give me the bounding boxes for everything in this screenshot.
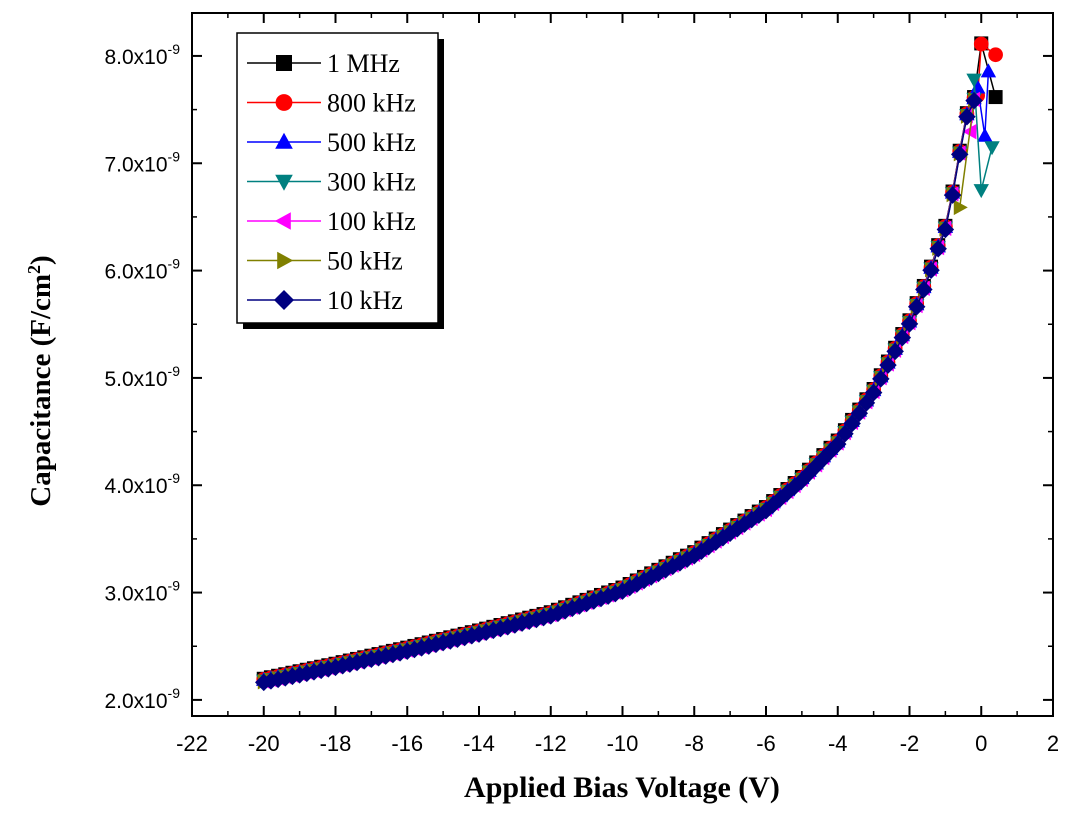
data-point [943, 186, 962, 204]
x-tick-label: 0 [975, 731, 987, 756]
data-point [900, 315, 919, 333]
x-tick-label: -10 [607, 731, 639, 756]
x-tick-label: -8 [684, 731, 704, 756]
marks-layer [255, 36, 1003, 692]
legend-marker [275, 174, 293, 191]
data-point [936, 220, 955, 239]
legend-marker [275, 94, 293, 111]
legend-marker [275, 132, 293, 149]
data-point [886, 342, 904, 361]
x-tick-label: -12 [535, 731, 567, 756]
legend-marker [276, 55, 292, 71]
data-point [872, 370, 890, 388]
legend-item: 1 MHz [247, 49, 400, 78]
data-point [977, 127, 993, 142]
legend-marker [277, 251, 294, 270]
data-point [879, 356, 897, 374]
legend-item: 500 kHz [247, 128, 416, 157]
x-tick-label: -22 [176, 731, 208, 756]
legend-label: 100 kHz [327, 207, 416, 236]
legend-item: 10 kHz [247, 286, 403, 315]
y-tick-label: 2.0x10-9 [104, 685, 180, 713]
legend-marker [274, 212, 291, 230]
axis-layer: -22 -20 -18 -16 -14 -12 -10 -8 -6 -4 -2 0 22.0x10-93… [104, 13, 1059, 756]
y-tick-label: 8.0x10-9 [104, 41, 180, 69]
legend-item: 800 kHz [247, 89, 416, 118]
data-point [915, 280, 933, 299]
x-tick-label: -4 [828, 731, 848, 756]
legend-item: 100 kHz [247, 207, 416, 236]
data-point [984, 141, 1000, 156]
x-tick-label: -2 [900, 731, 920, 756]
data-point [988, 90, 1003, 105]
data-point [966, 73, 982, 88]
data-point [973, 184, 989, 199]
data-point [893, 328, 912, 347]
data-point [922, 261, 940, 279]
x-axis-title: Applied Bias Voltage (V) [464, 771, 780, 804]
y-tick-label: 3.0x10-9 [104, 578, 180, 606]
data-point [929, 240, 947, 258]
data-point [953, 199, 968, 216]
data-point [950, 145, 969, 164]
y-tick-label: 7.0x10-9 [104, 148, 180, 176]
series-10-khz [255, 91, 983, 692]
data-point [965, 91, 983, 110]
y-tick-label: 6.0x10-9 [104, 256, 180, 284]
x-tick-label: -16 [391, 731, 423, 756]
legend-label: 10 kHz [327, 286, 403, 315]
data-point [864, 383, 883, 402]
legend-label: 800 kHz [327, 89, 416, 118]
legend-label: 500 kHz [327, 128, 416, 157]
legend-box [236, 32, 439, 324]
data-point [958, 108, 976, 126]
x-tick-label: 2 [1047, 731, 1059, 756]
data-point [988, 47, 1003, 63]
x-tick-label: -20 [248, 731, 280, 756]
x-tick-label: -6 [756, 731, 776, 756]
legend-marker [274, 290, 294, 310]
legend-item: 300 kHz [247, 168, 416, 197]
x-tick-label: -18 [320, 731, 352, 756]
legend: 1 MHz 800 kHz 500 kHz 300 kHz 100 kHz 50 kHz 1… [236, 32, 444, 329]
legend-label: 50 kHz [327, 247, 403, 276]
data-point [907, 297, 926, 316]
x-tick-label: -14 [463, 731, 495, 756]
data-point [980, 63, 997, 78]
y-tick-label: 4.0x10-9 [104, 470, 180, 498]
legend-label: 300 kHz [327, 168, 416, 197]
data-point [973, 36, 989, 52]
legend-label: 1 MHz [327, 49, 400, 78]
legend-item: 50 kHz [247, 247, 403, 276]
y-axis-title: Capacitance (F/cm2) [24, 255, 57, 506]
y-tick-label: 5.0x10-9 [104, 363, 180, 391]
